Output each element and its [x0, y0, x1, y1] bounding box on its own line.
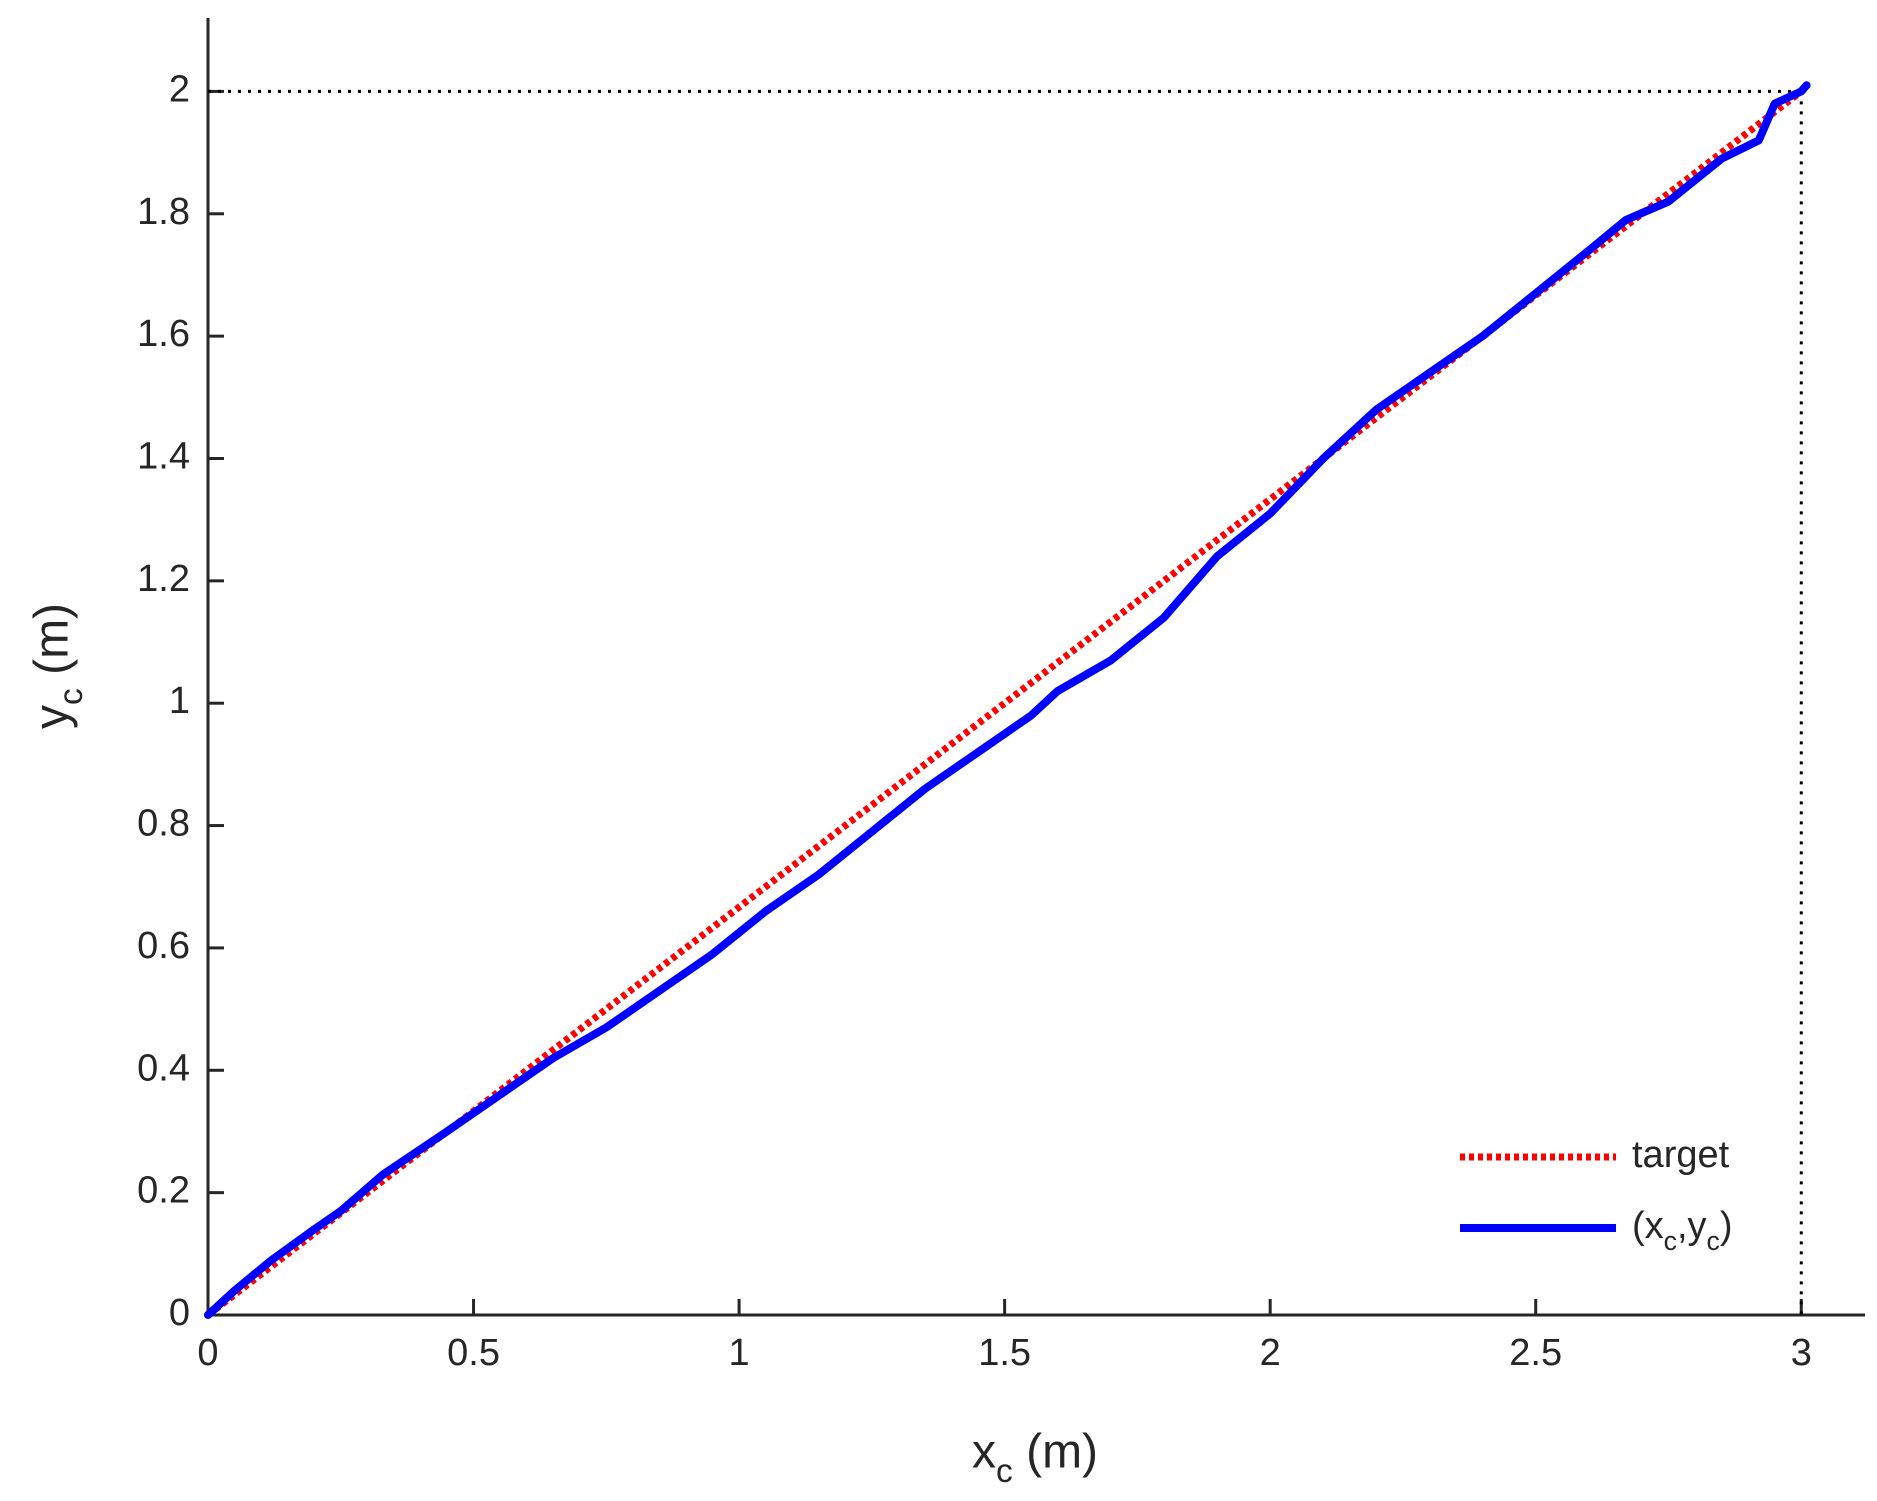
- y-tick-label: 1.2: [137, 558, 190, 600]
- x-tick-label: 1.5: [978, 1332, 1031, 1374]
- y-tick-label: 0.6: [137, 925, 190, 967]
- x-tick-label: 0.5: [447, 1332, 500, 1374]
- x-tick-label: 2: [1260, 1332, 1281, 1374]
- x-tick-label: 3: [1791, 1332, 1812, 1374]
- y-axis-label: yc (m): [26, 603, 91, 729]
- y-tick-label: 2: [169, 68, 190, 110]
- x-tick-label: 1: [729, 1332, 750, 1374]
- legend-label: (xc,yc): [1632, 1205, 1732, 1256]
- y-tick-label: 1.8: [137, 191, 190, 233]
- legend-label: target: [1632, 1134, 1730, 1176]
- y-tick-label: 1: [169, 680, 190, 722]
- y-tick-label: 0.4: [137, 1047, 190, 1089]
- series-line: [204, 81, 1811, 1319]
- y-tick-label: 1.4: [137, 436, 190, 478]
- y-tick-label: 1.6: [137, 313, 190, 355]
- x-tick-label: 0: [197, 1332, 218, 1374]
- x-axis-label: xc (m): [972, 1426, 1098, 1491]
- y-tick-label: 0: [169, 1292, 190, 1334]
- y-tick-label: 0.2: [137, 1170, 190, 1212]
- y-tick-label: 0.8: [137, 803, 190, 845]
- x-tick-label: 2.5: [1509, 1332, 1562, 1374]
